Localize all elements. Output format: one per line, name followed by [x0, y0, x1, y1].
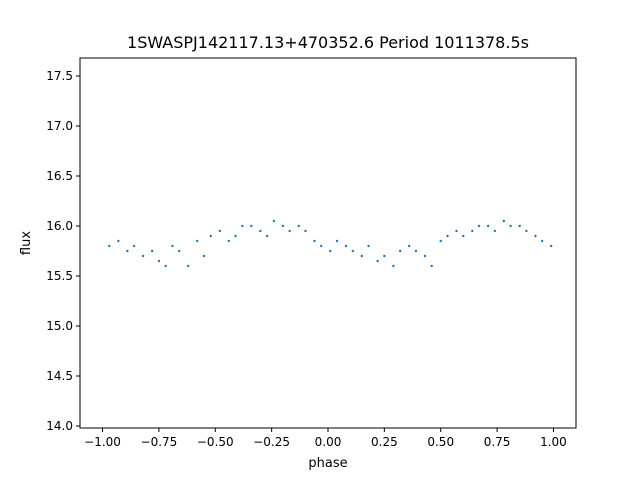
data-point [234, 234, 237, 238]
data-point [550, 244, 553, 248]
data-point [471, 229, 474, 233]
data-point [227, 239, 230, 243]
data-point [423, 254, 427, 258]
plot-frame [79, 57, 577, 429]
data-point [265, 234, 269, 238]
x-tick-label: −0.25 [253, 435, 290, 449]
data-point [297, 224, 300, 228]
y-tick-label: 14.5 [46, 369, 73, 383]
data-point [351, 249, 354, 253]
x-tick-label: 0.00 [315, 435, 342, 449]
data-point [525, 229, 528, 233]
y-tick-label: 15.0 [46, 319, 73, 333]
data-point [126, 249, 129, 253]
x-tick-label: 0.75 [484, 435, 511, 449]
data-point [455, 229, 458, 233]
data-point [430, 264, 433, 268]
data-point [518, 224, 521, 228]
data-point [414, 249, 418, 253]
x-tick-label: 0.25 [371, 435, 398, 449]
x-tick-label: 1.00 [540, 435, 567, 449]
data-point [281, 224, 285, 228]
data-point [344, 244, 348, 248]
data-point [313, 239, 316, 243]
data-point [439, 239, 442, 243]
data-point [320, 244, 323, 248]
data-point [117, 239, 120, 243]
x-tick-label: 0.50 [427, 435, 454, 449]
data-point [329, 249, 332, 253]
data-point [108, 244, 111, 248]
data-point [502, 219, 506, 223]
data-point [272, 219, 276, 223]
y-tick-label: 14.0 [46, 419, 73, 433]
data-point [202, 254, 206, 258]
data-point [446, 234, 449, 238]
data-point [132, 244, 136, 248]
data-point [367, 244, 370, 248]
data-point [241, 224, 244, 228]
data-point [360, 254, 364, 258]
data-point [157, 259, 161, 263]
data-point [486, 224, 490, 228]
data-point [534, 234, 537, 238]
data-point [304, 229, 307, 233]
data-point [218, 229, 221, 233]
data-point [392, 264, 395, 268]
data-point [477, 224, 481, 228]
data-point [250, 224, 253, 228]
y-tick-label: 17.0 [46, 119, 73, 133]
data-point [509, 224, 512, 228]
data-point [383, 254, 386, 258]
scatter-points [108, 219, 553, 268]
data-point [164, 264, 167, 268]
data-point [376, 259, 379, 263]
data-point [335, 239, 339, 243]
x-axis-label: phase [308, 456, 347, 471]
y-axis-label: flux [19, 231, 34, 255]
data-point [178, 249, 181, 253]
data-point [288, 229, 291, 233]
data-point [407, 244, 411, 248]
y-axis-ticks: 14.0 14.5 15.0 15.5 16.0 16.5 17.0 17.5 [46, 69, 80, 433]
data-point [171, 244, 174, 248]
data-point [187, 264, 190, 268]
chart-title: 1SWASPJ142117.13+470352.6 Period 1011378… [127, 33, 529, 52]
data-point [398, 249, 402, 253]
x-tick-label: −0.75 [141, 435, 178, 449]
data-point [141, 254, 145, 258]
data-point [462, 234, 465, 238]
data-point [540, 239, 544, 243]
x-axis-ticks: −1.00 −0.75 −0.50 −0.25 0.00 0.25 0.50 0.75 1.00 [84, 428, 567, 449]
x-tick-label: −1.00 [84, 435, 121, 449]
y-tick-label: 16.0 [46, 219, 73, 233]
x-tick-label: −0.50 [197, 435, 234, 449]
data-point [493, 229, 497, 233]
data-point [196, 239, 199, 243]
y-tick-label: 17.5 [46, 69, 73, 83]
data-point [150, 249, 154, 253]
y-tick-label: 16.5 [46, 169, 73, 183]
data-point [259, 229, 262, 233]
data-point [209, 234, 212, 238]
y-tick-label: 15.5 [46, 269, 73, 283]
